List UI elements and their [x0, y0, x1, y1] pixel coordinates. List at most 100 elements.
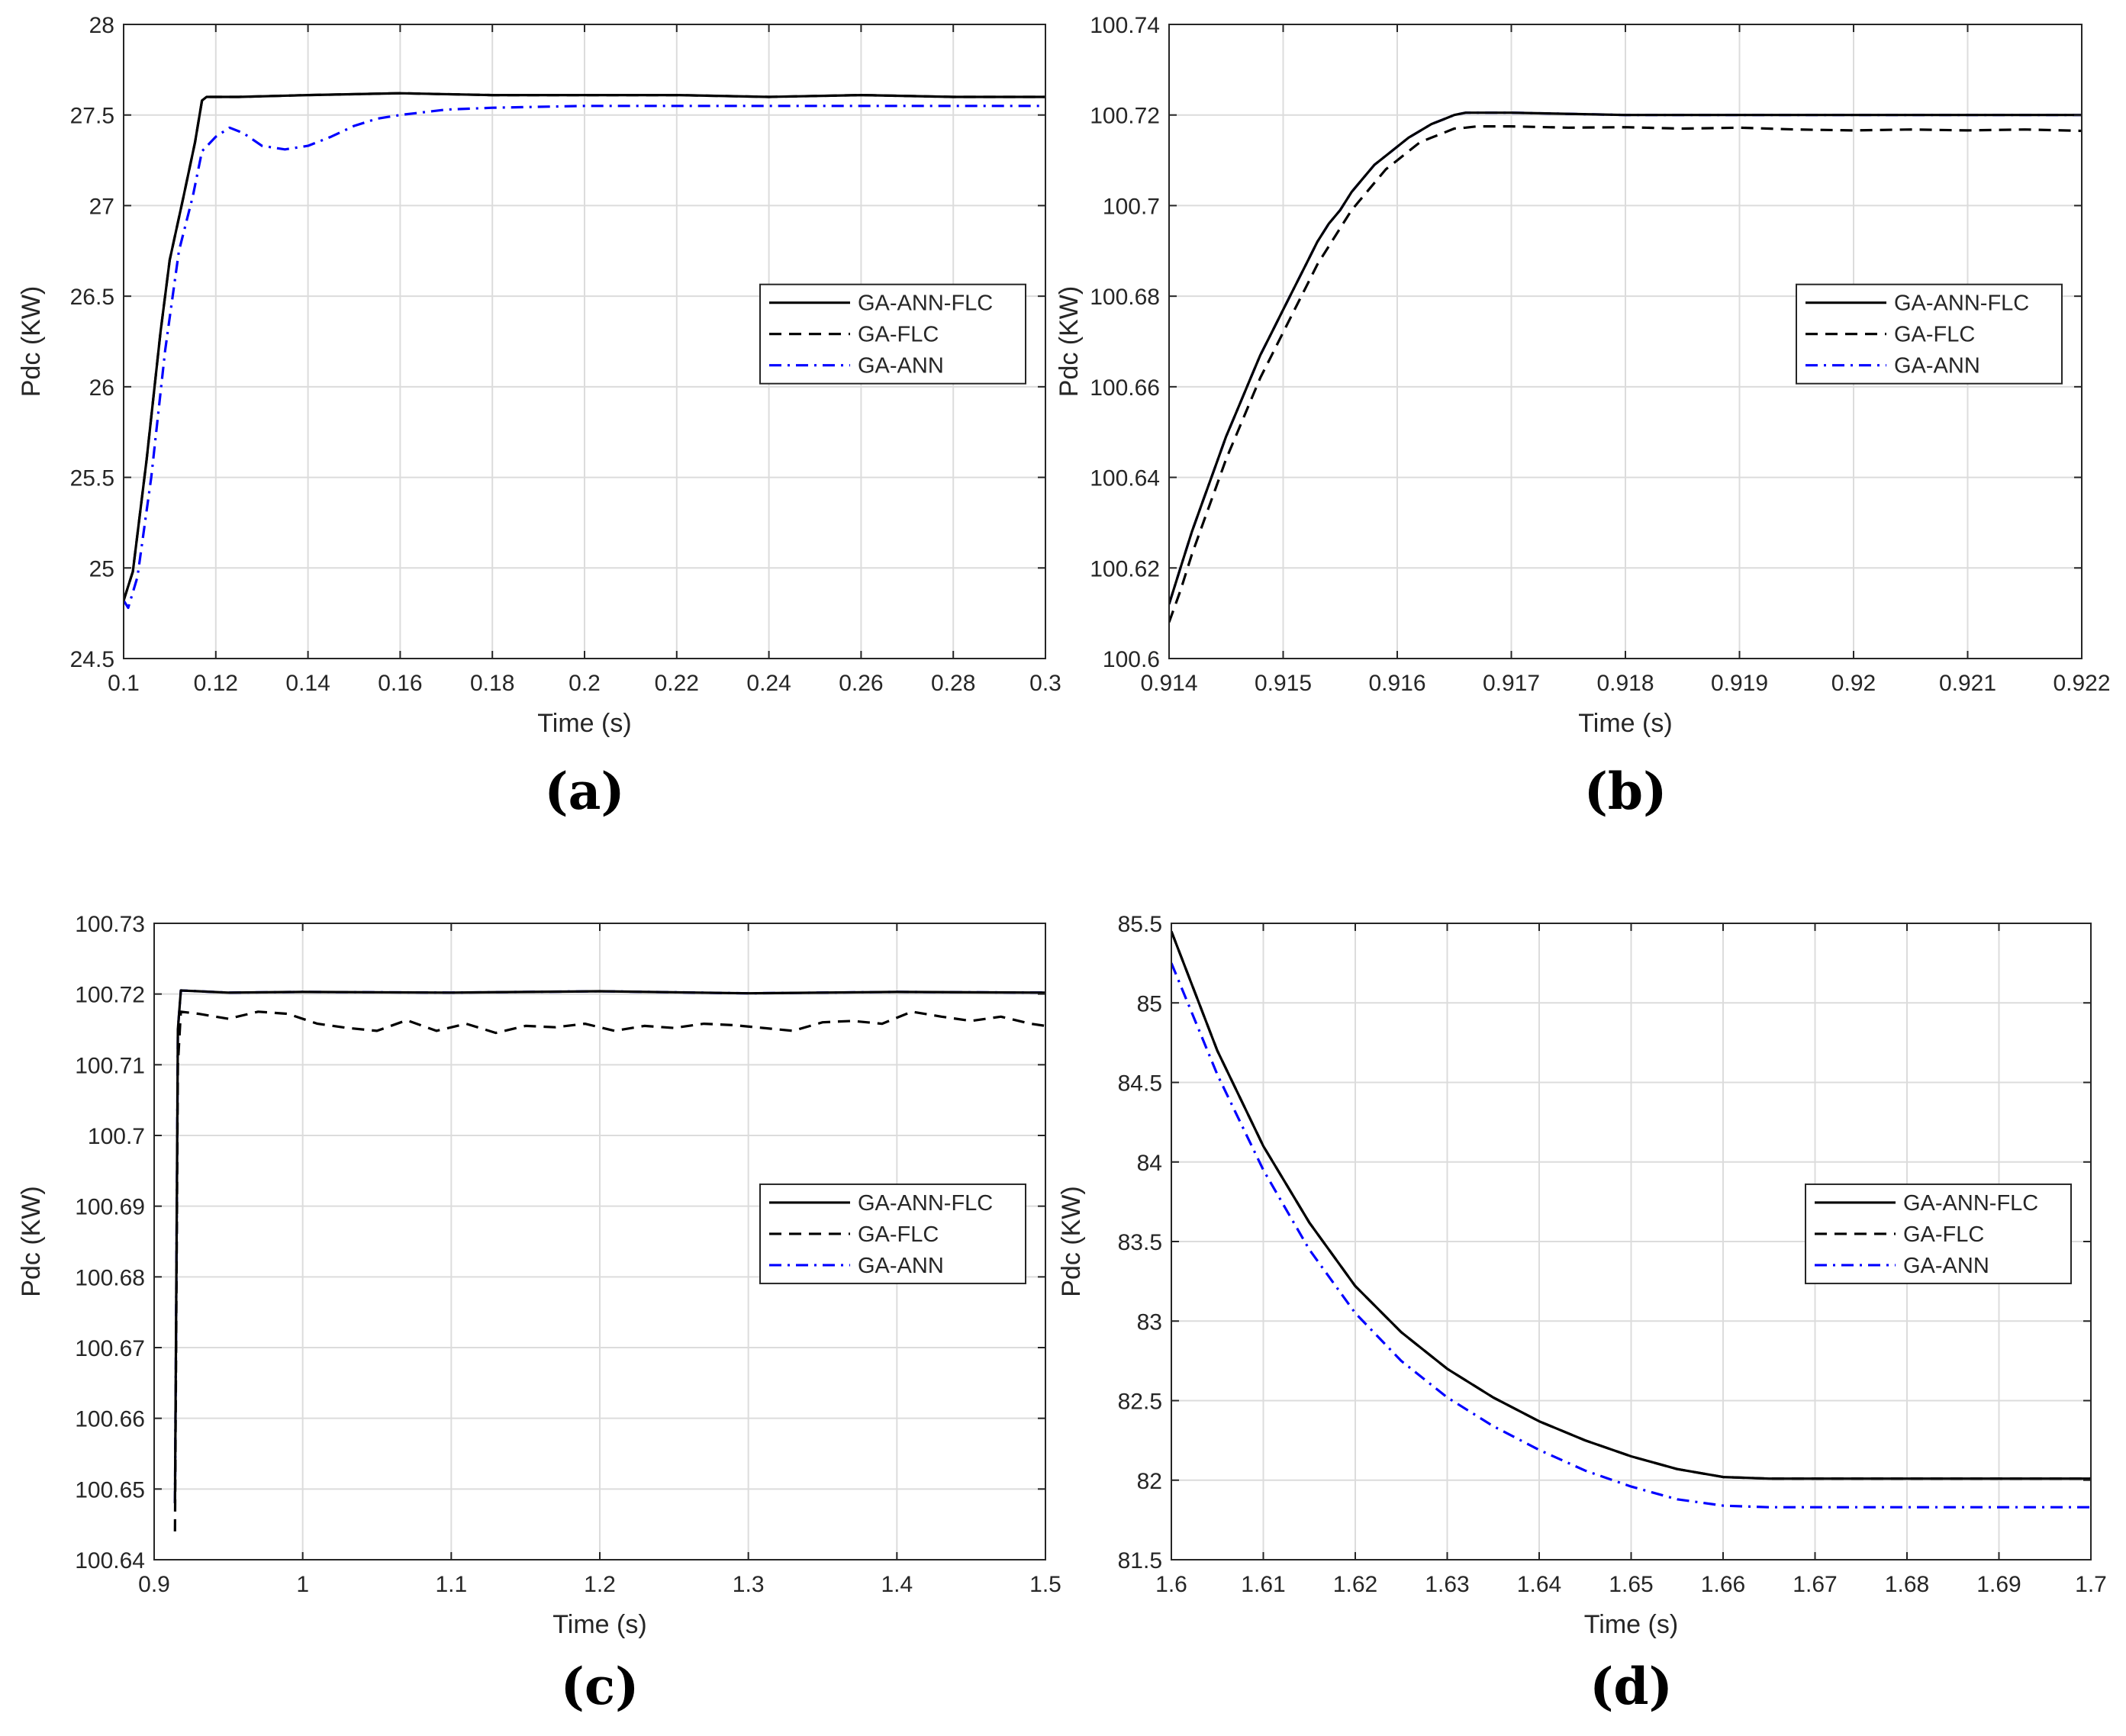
x-tick-label: 1.7: [2075, 1572, 2107, 1597]
y-axis-label: Pdc (KW): [17, 286, 46, 397]
chart-panel-c: 0.9 1 1.1 1.2 1.3 1.4 1.5 100.64 100.65 100.66 100…: [17, 912, 1061, 1716]
x-tick-label: 0.16: [378, 671, 422, 696]
legend: GA-ANN-FLC GA-FLC GA-ANN: [1796, 283, 2063, 385]
y-tick-label: 100.7: [88, 1124, 145, 1149]
y-tick-label: 100.71: [75, 1053, 145, 1078]
x-tick-label: 0.28: [931, 671, 975, 696]
x-tick-label: 0.22: [655, 671, 699, 696]
y-tick-label: 100.65: [75, 1477, 145, 1502]
series-line-ga-flc: [1169, 125, 2082, 623]
x-tick-label: 1.2: [584, 1572, 616, 1597]
series-line-ga-ann-flc: [1171, 930, 2091, 1480]
series-group: [1171, 930, 2091, 1509]
y-tick-label: 83: [1137, 1309, 1162, 1335]
y-tick-label: 100.68: [1090, 285, 1160, 310]
legend: GA-ANN-FLC GA-FLC GA-ANN: [1805, 1183, 2072, 1284]
legend: GA-ANN-FLC GA-FLC GA-ANN: [759, 283, 1026, 385]
y-tick-label: 100.73: [75, 912, 145, 937]
y-tick-label: 84: [1137, 1151, 1162, 1176]
legend-box: [1796, 283, 2063, 385]
y-tick-label: 82: [1137, 1469, 1162, 1494]
x-axis-label: Time (s): [1584, 1610, 1678, 1639]
y-tick-label: 100.6: [1103, 647, 1160, 672]
y-tick-label: 25: [89, 556, 114, 581]
y-tick-label: 100.67: [75, 1336, 145, 1361]
legend-box: [759, 1183, 1026, 1284]
x-tick-label: 0.915: [1255, 671, 1312, 696]
y-tick-label: 100.66: [1090, 375, 1160, 401]
x-tick-label: 0.921: [1939, 671, 1996, 696]
series-line-ga-flc: [173, 1010, 1045, 1531]
panel-caption: (d): [1590, 1657, 1673, 1716]
y-tick-label: 100.64: [1090, 466, 1160, 491]
series-line-ga-ann: [1171, 962, 2091, 1509]
legend-label: GA-ANN: [858, 354, 944, 378]
y-tick-label: 84.5: [1118, 1071, 1162, 1097]
x-tick-label: 0.1: [108, 671, 140, 696]
x-tick-label: 1.4: [881, 1572, 913, 1597]
y-tick-label: 100.72: [1090, 104, 1160, 129]
x-tick-label: 1.66: [1701, 1572, 1745, 1597]
chart-panel-a: 0.1 0.12 0.14 0.16 0.18 0.2 0.22 0.24 0.26 0.28 0.…: [17, 13, 1061, 821]
x-tick-label: 1.68: [1885, 1572, 1929, 1597]
x-tick-label: 0.92: [1831, 671, 1876, 696]
x-tick-label: 1.3: [733, 1572, 765, 1597]
series-line-ga-ann: [124, 105, 1045, 610]
series-line-ga-ann-flc: [124, 92, 1045, 601]
panel-caption: (c): [561, 1657, 639, 1716]
y-axis-label: Pdc (KW): [17, 1186, 46, 1296]
x-tick-label: 0.24: [746, 671, 791, 696]
x-tick-label: 0.914: [1140, 671, 1197, 696]
y-axis-label: Pdc (KW): [1055, 286, 1084, 397]
legend-label: GA-ANN-FLC: [858, 291, 993, 316]
x-tick-label: 0.922: [2053, 671, 2110, 696]
y-tick-label: 81.5: [1118, 1548, 1162, 1573]
x-tick-label: 0.916: [1368, 671, 1425, 696]
series-group: [124, 92, 1045, 610]
y-tick-label: 26.5: [70, 285, 114, 310]
x-axis-label: Time (s): [1578, 709, 1672, 738]
y-tick-label: 85: [1137, 991, 1162, 1016]
y-tick-label: 100.7: [1103, 194, 1160, 219]
legend-label: GA-ANN-FLC: [858, 1191, 993, 1216]
y-tick-label: 27.5: [70, 104, 114, 129]
x-tick-label: 1.64: [1517, 1572, 1561, 1597]
y-tick-label: 100.66: [75, 1407, 145, 1432]
y-tick-label: 100.74: [1090, 13, 1160, 38]
x-tick-label: 1.67: [1793, 1572, 1837, 1597]
legend-label: GA-ANN: [858, 1254, 944, 1278]
y-tick-label: 82.5: [1118, 1390, 1162, 1415]
series-group: [173, 989, 1045, 1531]
chart-panel-b: 0.914 0.915 0.916 0.917 0.918 0.919 0.92 0.921 0…: [1055, 13, 2111, 821]
x-tick-label: 0.14: [285, 671, 330, 696]
y-tick-label: 100.62: [1090, 556, 1160, 581]
x-tick-label: 0.18: [470, 671, 514, 696]
y-tick-label: 24.5: [70, 647, 114, 672]
x-tick-label: 0.918: [1596, 671, 1654, 696]
chart-panel-d: 1.6 1.61 1.62 1.63 1.64 1.65 1.66 1.67 1.68 1.69 1…: [1057, 912, 2107, 1716]
x-tick-label: 0.2: [569, 671, 601, 696]
x-tick-label: 1.69: [1976, 1572, 2021, 1597]
x-tick-label: 1.63: [1425, 1572, 1469, 1597]
y-tick-label: 27: [89, 194, 114, 219]
legend-label: GA-FLC: [1903, 1222, 1984, 1247]
legend-box: [759, 283, 1026, 385]
x-tick-label: 1.62: [1333, 1572, 1377, 1597]
y-tick-label: 25.5: [70, 466, 114, 491]
x-tick-label: 0.12: [194, 671, 238, 696]
x-axis-label: Time (s): [552, 1610, 646, 1639]
y-tick-label: 83.5: [1118, 1230, 1162, 1255]
x-tick-label: 0.26: [839, 671, 883, 696]
x-tick-label: 1: [296, 1572, 309, 1597]
legend-label: GA-ANN: [1894, 354, 1980, 378]
series-line-ga-ann-flc: [1169, 111, 2082, 605]
x-tick-label: 0.3: [1029, 671, 1061, 696]
y-tick-label: 85.5: [1118, 912, 1162, 937]
x-tick-label: 1.5: [1029, 1572, 1061, 1597]
panel-caption: (a): [544, 762, 624, 821]
y-tick-label: 26: [89, 375, 114, 401]
x-tick-label: 1.61: [1241, 1572, 1285, 1597]
x-tick-label: 0.9: [138, 1572, 170, 1597]
legend-label: GA-FLC: [858, 1222, 939, 1247]
